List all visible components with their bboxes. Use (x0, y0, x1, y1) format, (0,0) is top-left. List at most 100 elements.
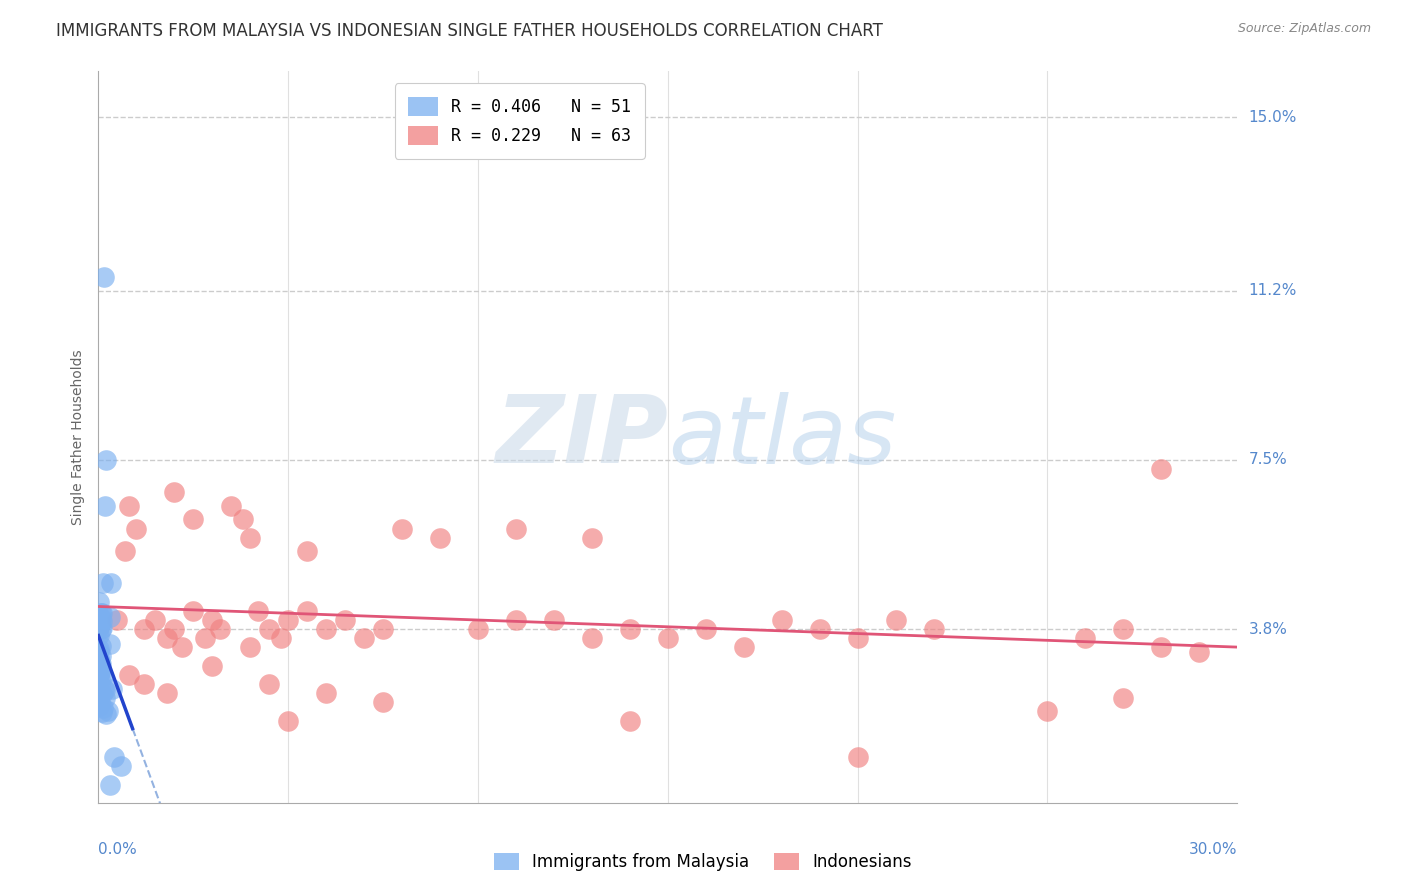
Point (1112, 622, 1135, 636)
Point (89, 617, 111, 632)
Point (170, 640, 193, 655)
Point (315, 622, 337, 636)
Point (94, 707, 117, 722)
Point (89, 628, 111, 642)
Point (201, 613, 224, 627)
Text: 11.2%: 11.2% (1249, 284, 1296, 298)
Point (1188, 645, 1211, 659)
Point (90, 648, 112, 663)
Point (89, 616, 111, 631)
Point (163, 485, 186, 500)
Point (239, 640, 262, 655)
Point (246, 604, 269, 618)
Point (93, 682, 115, 697)
Point (657, 632, 679, 646)
Point (695, 622, 717, 636)
Point (145, 613, 167, 627)
Point (89, 673, 111, 687)
Point (90, 606, 112, 620)
Point (91, 669, 114, 683)
Point (770, 613, 793, 627)
Text: 15.0%: 15.0% (1249, 110, 1296, 125)
Point (335, 613, 357, 627)
Point (221, 499, 243, 513)
Point (581, 531, 603, 545)
Point (505, 521, 527, 535)
Point (94, 499, 117, 513)
Point (89, 609, 111, 624)
Point (183, 512, 205, 526)
Point (90, 688, 112, 702)
Point (259, 677, 281, 691)
Point (89, 664, 111, 678)
Point (239, 531, 262, 545)
Point (846, 750, 869, 764)
Point (163, 622, 186, 636)
Point (89, 678, 111, 692)
Point (94, 690, 117, 705)
Point (114, 544, 136, 558)
Point (429, 531, 451, 545)
Point (543, 613, 565, 627)
Point (259, 622, 281, 636)
Point (277, 613, 299, 627)
Point (100, 576, 122, 591)
Point (619, 622, 641, 636)
Point (156, 686, 179, 700)
Point (846, 632, 869, 646)
Text: 7.5%: 7.5% (1249, 452, 1286, 467)
Text: IMMIGRANTS FROM MALAYSIA VS INDONESIAN SINGLE FATHER HOUSEHOLDS CORRELATION CHAR: IMMIGRANTS FROM MALAYSIA VS INDONESIAN S… (56, 22, 883, 40)
Point (733, 640, 755, 655)
Point (100, 681, 122, 696)
Point (91, 614, 114, 628)
Point (270, 632, 292, 646)
Point (89, 652, 111, 666)
Point (201, 658, 224, 673)
Point (93, 270, 115, 285)
Text: 0.0%: 0.0% (98, 842, 138, 856)
Point (297, 604, 319, 618)
Legend: Immigrants from Malaysia, Indonesians: Immigrants from Malaysia, Indonesians (485, 845, 921, 880)
Point (93, 683, 115, 698)
Point (808, 622, 831, 636)
Point (94, 453, 117, 467)
Point (89, 656, 111, 670)
Point (89, 595, 111, 609)
Point (89, 620, 111, 634)
Point (98, 609, 121, 624)
Point (922, 622, 945, 636)
Point (89, 641, 111, 656)
Point (89, 686, 111, 700)
Point (467, 622, 489, 636)
Text: Source: ZipAtlas.com: Source: ZipAtlas.com (1237, 22, 1371, 36)
Point (89, 617, 111, 632)
Point (118, 499, 141, 513)
Legend: R = 0.406   N = 51, R = 0.229   N = 63: R = 0.406 N = 51, R = 0.229 N = 63 (395, 83, 645, 159)
Point (91, 705, 114, 719)
Point (90, 621, 112, 635)
Text: atlas: atlas (668, 392, 896, 483)
Point (98, 637, 121, 651)
Point (96, 704, 118, 718)
Point (98, 778, 121, 792)
Point (90, 622, 112, 636)
Point (107, 613, 129, 627)
Text: 3.8%: 3.8% (1249, 622, 1288, 637)
Text: 30.0%: 30.0% (1189, 842, 1237, 856)
Point (90, 611, 112, 625)
Point (89, 696, 111, 710)
Text: ZIP: ZIP (495, 391, 668, 483)
Point (297, 544, 319, 558)
Point (183, 604, 205, 618)
Point (89, 698, 111, 713)
Point (118, 667, 141, 681)
Point (156, 632, 179, 646)
Point (1150, 640, 1173, 655)
Point (89, 665, 111, 679)
Point (91, 701, 114, 715)
Point (277, 714, 299, 728)
Point (371, 695, 394, 709)
Point (90, 607, 112, 621)
Point (353, 632, 375, 646)
Point (884, 613, 907, 627)
